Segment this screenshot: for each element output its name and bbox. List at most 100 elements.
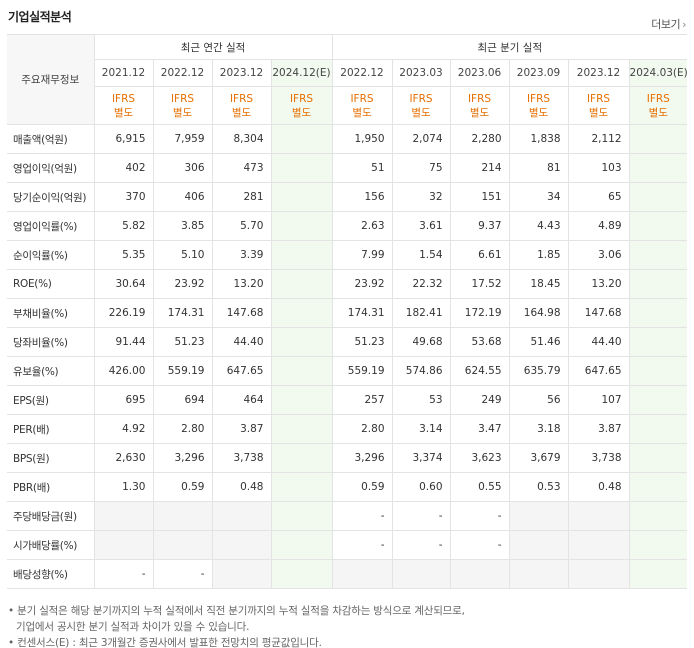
value-cell: -: [391, 501, 451, 531]
quarter-group-header: 최근 분기 실적: [331, 34, 688, 60]
more-link[interactable]: 더보기 ›: [651, 16, 686, 32]
value-cell: 464: [211, 385, 272, 415]
value-cell: [628, 327, 688, 357]
value-cell: [270, 501, 333, 531]
period-header: 2024.12(E): [270, 59, 333, 87]
ifrs-label: IFRS 별도: [567, 86, 630, 125]
row-label: 당기순이익(억원): [7, 182, 95, 212]
period-header: 2023.09: [508, 59, 569, 87]
value-cell: 164.98: [508, 298, 569, 328]
value-cell: 0.55: [449, 472, 510, 502]
value-cell: 647.65: [567, 356, 630, 386]
value-cell: [211, 559, 272, 589]
row-label: 순이익률(%): [7, 240, 95, 270]
row-label: ROE(%): [7, 269, 95, 299]
value-cell: 473: [211, 153, 272, 183]
value-cell: [567, 530, 630, 560]
value-cell: [508, 501, 569, 531]
value-cell: [508, 559, 569, 589]
value-cell: 44.40: [211, 327, 272, 357]
value-cell: 3.87: [211, 414, 272, 444]
period-header: 2023.03: [391, 59, 451, 87]
table-row: 시가배당률(%) - - -: [7, 530, 688, 560]
value-cell: 2.80: [152, 414, 213, 444]
value-cell: 3,738: [211, 443, 272, 473]
ifrs-label: IFRS 별도: [94, 86, 154, 125]
value-cell: [567, 501, 630, 531]
table-row: 순이익률(%) 5.35 5.10 3.39 7.99 1.54 6.61 1.85 3.06: [7, 240, 688, 270]
value-cell: [270, 472, 333, 502]
value-cell: [628, 182, 688, 212]
value-cell: 1.54: [391, 240, 451, 270]
value-cell: 559.19: [331, 356, 393, 386]
value-cell: [270, 356, 333, 386]
value-cell: 53: [391, 385, 451, 415]
ifrs-label: IFRS 별도: [152, 86, 213, 125]
value-cell: 81: [508, 153, 569, 183]
row-label: EPS(원): [7, 385, 95, 415]
value-cell: 44.40: [567, 327, 630, 357]
value-cell: 695: [93, 385, 154, 415]
value-cell: 8,304: [211, 124, 272, 154]
value-cell: 402: [93, 153, 154, 183]
ifrs-label: IFRS 별도: [508, 86, 569, 125]
period-header-row: 2021.12 2022.12 2023.12 2024.12(E) 2022.12 20…: [7, 59, 688, 87]
value-cell: 17.52: [449, 269, 510, 299]
value-cell: 3.14: [391, 414, 451, 444]
value-cell: 647.65: [211, 356, 272, 386]
value-cell: [93, 530, 154, 560]
value-cell: 182.41: [391, 298, 451, 328]
chevron-right-icon: ›: [682, 18, 686, 31]
ifrs-label: IFRS 별도: [449, 86, 510, 125]
value-cell: [270, 530, 333, 560]
more-label: 더보기: [651, 18, 681, 31]
annual-group-header: 최근 연간 실적: [93, 34, 333, 60]
table-row: 당기순이익(억원) 370 406 281 156 32 151 34 65: [7, 182, 688, 212]
value-cell: 5.10: [152, 240, 213, 270]
value-cell: [270, 298, 333, 328]
value-cell: 174.31: [152, 298, 213, 328]
row-label: 영업이익(억원): [7, 153, 95, 183]
value-cell: 51.23: [152, 327, 213, 357]
value-cell: 426.00: [93, 356, 154, 386]
footnotes: • 분기 실적은 해당 분기까지의 누적 실적에서 직전 분기까지의 누적 실적…: [8, 603, 465, 648]
value-cell: [628, 385, 688, 415]
row-label: 매출액(억원): [7, 124, 95, 154]
value-cell: 1,950: [331, 124, 393, 154]
value-cell: 147.68: [211, 298, 272, 328]
value-cell: [628, 443, 688, 473]
table-row: 부채비율(%) 226.19 174.31 147.68 174.31 182.41 172…: [7, 298, 688, 328]
value-cell: 75: [391, 153, 451, 183]
table-row: EPS(원) 695 694 464 257 53 249 56 107: [7, 385, 688, 415]
value-cell: 0.48: [211, 472, 272, 502]
value-cell: [211, 501, 272, 531]
ifrs-label: IFRS 별도: [391, 86, 451, 125]
period-header: 2022.12: [331, 59, 393, 87]
value-cell: 1.30: [93, 472, 154, 502]
value-cell: [270, 559, 333, 589]
value-cell: 2.63: [331, 211, 393, 241]
value-cell: 2,630: [93, 443, 154, 473]
value-cell: 7,959: [152, 124, 213, 154]
value-cell: -: [449, 530, 510, 560]
value-cell: 3.47: [449, 414, 510, 444]
value-cell: -: [152, 559, 213, 589]
value-cell: 406: [152, 182, 213, 212]
table-row: 매출액(억원) 6,915 7,959 8,304 1,950 2,074 2,280 1,8…: [7, 124, 688, 154]
value-cell: 9.37: [449, 211, 510, 241]
value-cell: 257: [331, 385, 393, 415]
value-cell: 49.68: [391, 327, 451, 357]
value-cell: 306: [152, 153, 213, 183]
section-title: 기업실적분석: [8, 10, 72, 24]
value-cell: [628, 298, 688, 328]
value-cell: 23.92: [331, 269, 393, 299]
row-label: 유보율(%): [7, 356, 95, 386]
value-cell: [152, 501, 213, 531]
footnote-2: • 컨센서스(E) : 최근 3개월간 증권사에서 발표한 전망치의 평균값입니…: [8, 637, 322, 648]
footnote-1-cont: 기업에서 공시한 분기 실적과 차이가 있을 수 있습니다.: [16, 621, 250, 633]
value-cell: 1,838: [508, 124, 569, 154]
value-cell: 2.80: [331, 414, 393, 444]
value-cell: 5.35: [93, 240, 154, 270]
value-cell: 370: [93, 182, 154, 212]
row-label: PBR(배): [7, 472, 95, 502]
